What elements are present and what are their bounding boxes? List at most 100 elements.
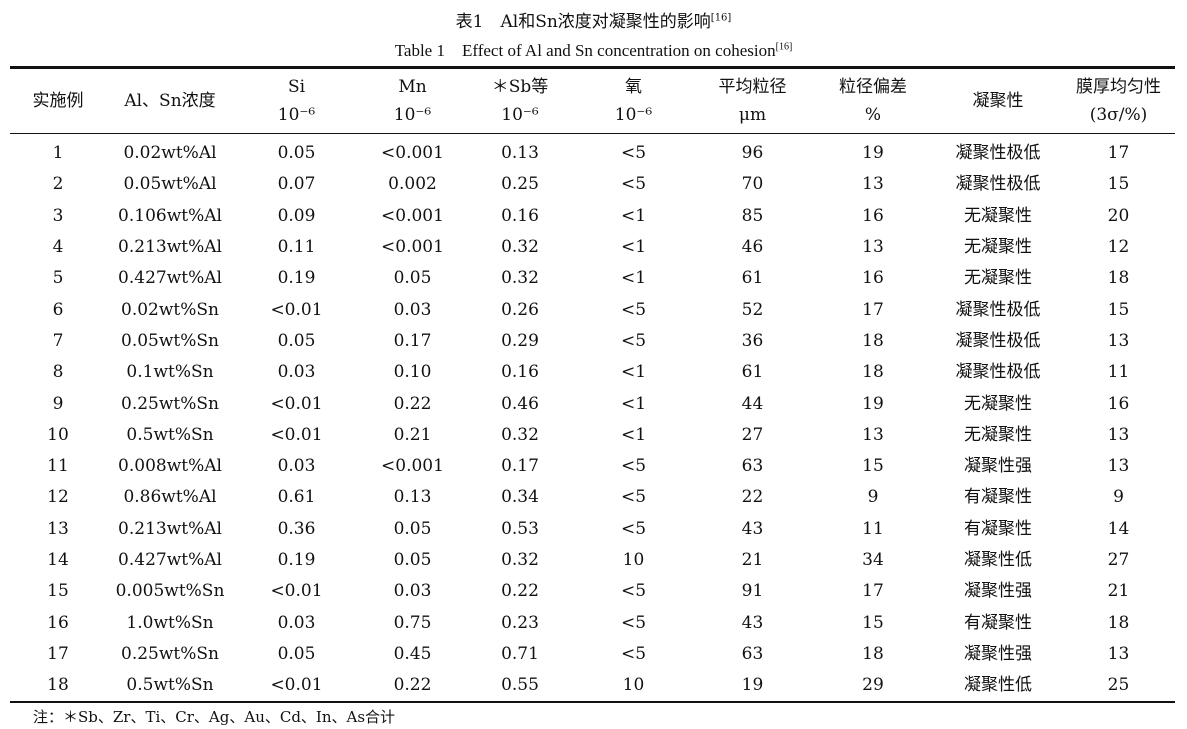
- table-cell: <5: [620, 487, 647, 508]
- table-cell: 0.17: [393, 330, 432, 351]
- table-cell: 有凝聚性: [964, 518, 1032, 539]
- table-cell: 20: [1107, 205, 1130, 226]
- table-cell: 凝聚性极低: [955, 143, 1041, 164]
- column-header: 膜厚均匀性 (3σ/%): [1062, 68, 1175, 134]
- column-label: 粒径偏差: [839, 77, 907, 97]
- column-unit: %: [864, 105, 882, 125]
- table-cell: 13: [862, 237, 884, 258]
- table-cell: 0.427wt%Al: [118, 550, 222, 570]
- table-cell: 0.05: [393, 550, 432, 570]
- table-cell: 18: [47, 675, 69, 696]
- table-cell: 15: [1107, 299, 1130, 320]
- table-cell: 63: [741, 643, 764, 664]
- column-unit: 10⁻⁶: [614, 105, 653, 125]
- table-cell: 0.09: [277, 205, 316, 226]
- table-cell: 0.53: [501, 518, 539, 539]
- table-cell: 15: [862, 456, 884, 477]
- table-cell: 0.22: [501, 581, 539, 602]
- table-cell: <0.01: [270, 299, 323, 320]
- column-header: 粒径偏差%: [812, 68, 934, 134]
- table-cell: <0.001: [381, 143, 444, 164]
- table-cell: 13: [862, 424, 884, 445]
- table-cell: 0.71: [501, 643, 539, 664]
- table-cell: <5: [620, 456, 647, 477]
- table-cell: 85: [741, 205, 764, 226]
- table-cell: 3: [52, 205, 64, 226]
- column-label: 实施例: [32, 91, 84, 111]
- table-cell: 0.05wt%Sn: [121, 330, 219, 351]
- table-cell: 13: [1107, 330, 1130, 351]
- table-cell: 10: [622, 675, 645, 696]
- table-cell: 凝聚性强: [964, 581, 1032, 602]
- table-cell: <5: [620, 643, 647, 664]
- table-cell: 0.19: [277, 268, 316, 289]
- table-row: 17 0.25wt%Sn 0.05 0.45 0.71 <5 63 18 凝聚性强 13: [10, 639, 1175, 670]
- table-cell: 0.21: [393, 424, 432, 445]
- table-cell: 0.36: [277, 518, 316, 539]
- table-cell: 11: [47, 456, 69, 477]
- table-cell: 61: [741, 268, 764, 289]
- column-header: 实施例: [10, 68, 106, 134]
- table-cell: <5: [620, 581, 647, 602]
- table-cell: 91: [741, 581, 764, 602]
- table-row: 3 0.106wt%Al 0.09 <0.001 0.16 <1 85 16 无凝聚性 20: [10, 201, 1175, 232]
- table-note: 注：＊Sb、Zr、Ti、Cr、Ag、Au、Cd、In、As合计: [33, 708, 396, 726]
- table-row: 18 0.5wt%Sn <0.01 0.22 0.55 10 19 29 凝聚性低 25: [10, 670, 1175, 702]
- table-cell: 0.26: [501, 299, 539, 320]
- table-cell: 9: [52, 393, 64, 414]
- table-cell: 凝聚性极低: [955, 330, 1041, 351]
- table-cell: 70: [741, 174, 764, 195]
- data-table: 实施例 Al、Sn浓度 Si 10⁻⁶ Mn 10⁻⁶ ＊Sb等 10⁻⁶ 氧 10⁻⁶ 平均粒径 μ…: [10, 66, 1175, 703]
- table-cell: 0.16: [501, 205, 539, 226]
- table-cell: 9: [867, 487, 879, 508]
- table-cell: 0.05: [393, 518, 432, 539]
- table-cell: 0.13: [393, 487, 432, 508]
- table-cell: 0.05wt%Al: [123, 174, 217, 195]
- table-cell: 52: [741, 299, 764, 320]
- table-row: 2 0.05wt%Al 0.07 0.002 0.25 <5 70 13 凝聚性极低 15: [10, 169, 1175, 200]
- table-cell: 0.106wt%Al: [118, 205, 222, 226]
- table-cell: 18: [1107, 268, 1130, 289]
- table-cell: 0.25: [501, 174, 539, 195]
- header-row: 实施例 Al、Sn浓度 Si 10⁻⁶ Mn 10⁻⁶ ＊Sb等 10⁻⁶ 氧 10⁻⁶ 平均粒径 μ…: [10, 68, 1175, 134]
- table-row: 5 0.427wt%Al 0.19 0.05 0.32 <1 61 16 无凝聚性 18: [10, 263, 1175, 294]
- column-unit: 10⁻⁶: [501, 105, 539, 125]
- table-cell: <5: [620, 518, 647, 539]
- table-cell: 0.45: [393, 643, 432, 664]
- table-cell: 29: [862, 675, 884, 696]
- table-cell: 21: [741, 550, 764, 570]
- table-cell: <5: [620, 299, 647, 320]
- table-cell: 17: [47, 643, 69, 664]
- column-label: Al、Sn浓度: [124, 91, 216, 111]
- table-cell: 17: [862, 581, 884, 602]
- table-cell: 22: [741, 487, 764, 508]
- column-label: Si: [287, 77, 306, 97]
- table-cell: 无凝聚性: [964, 424, 1032, 445]
- table-cell: 0.16: [501, 362, 539, 383]
- table-cell: 0.427wt%Al: [118, 268, 222, 289]
- table-cell: 15: [1107, 174, 1130, 195]
- table-cell: 19: [862, 143, 884, 164]
- table-cell: <1: [620, 268, 647, 289]
- table-cell: <0.01: [270, 393, 323, 414]
- column-header: Mn 10⁻⁶: [359, 68, 466, 134]
- table-cell: <5: [620, 330, 647, 351]
- table-row: 7 0.05wt%Sn 0.05 0.17 0.29 <5 36 18 凝聚性极低 13: [10, 326, 1175, 357]
- table-cell: 18: [1107, 612, 1130, 633]
- table-cell: 9: [1113, 487, 1124, 508]
- column-header: 平均粒径 μm: [693, 68, 812, 134]
- table-cell: 6: [52, 299, 64, 320]
- table-cell: 44: [741, 393, 764, 414]
- table-cell: 11: [1107, 362, 1130, 383]
- table-cell: <0.001: [381, 456, 444, 477]
- table-cell: <0.001: [381, 237, 444, 258]
- table-cell: 16: [47, 612, 69, 633]
- table-cell: 凝聚性极低: [955, 299, 1041, 320]
- table-cell: 0.02wt%Al: [123, 143, 217, 164]
- table-cell: 0.22: [393, 675, 432, 696]
- column-label: 凝聚性: [972, 91, 1024, 111]
- table-cell: 16: [1107, 393, 1130, 414]
- table-cell: 43: [741, 612, 764, 633]
- table-cell: 43: [741, 518, 764, 539]
- table-row: 9 0.25wt%Sn <0.01 0.22 0.46 <1 44 19 无凝聚性 16: [10, 388, 1175, 419]
